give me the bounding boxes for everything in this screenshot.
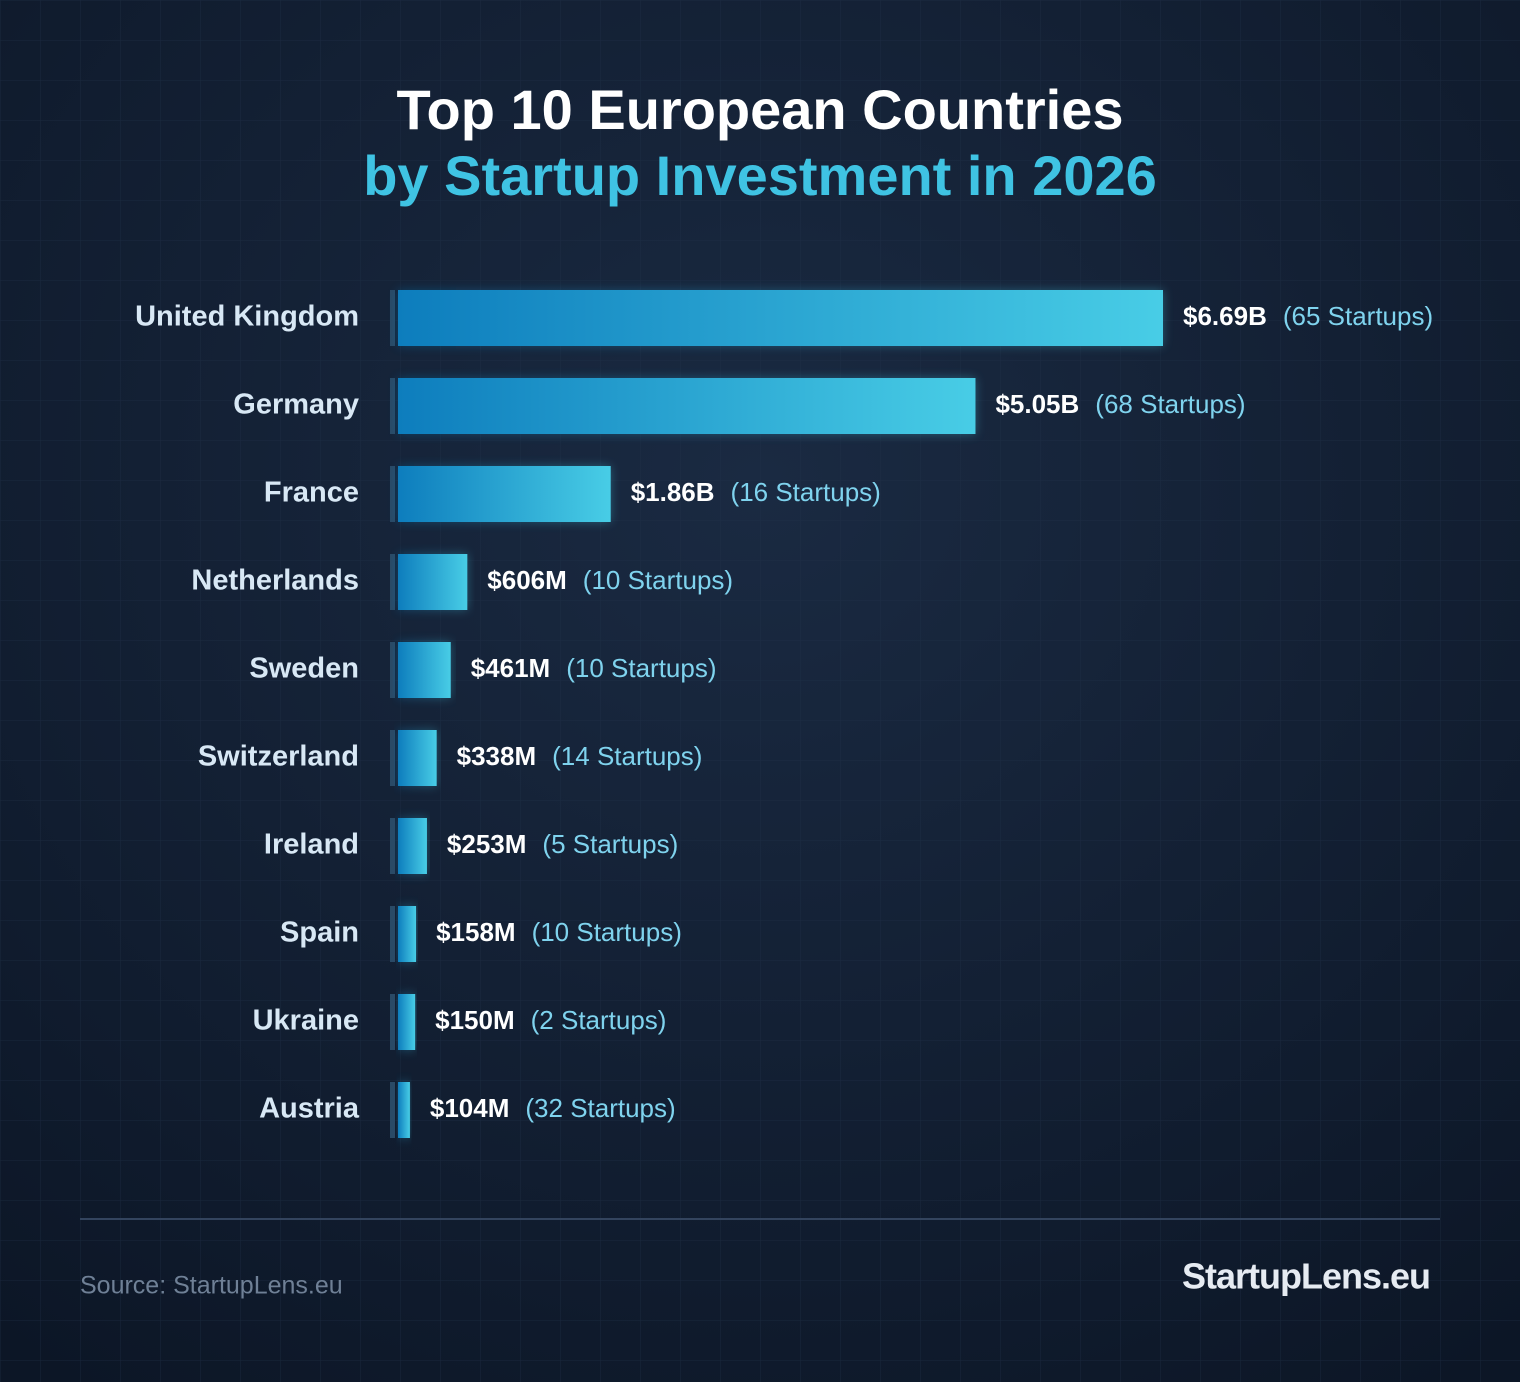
startup-count-label: (10 Startups) [566, 653, 716, 683]
startup-count-label: (68 Startups) [1095, 389, 1245, 419]
y-tick-label: Ireland [264, 829, 359, 861]
y-tick-label: Germany [233, 389, 359, 421]
bar-base [390, 378, 395, 434]
startup-count-label: (14 Startups) [552, 741, 702, 771]
y-tick-label: Ukraine [253, 1005, 359, 1037]
bar-base [390, 466, 395, 522]
value-label: $150M [435, 1005, 515, 1035]
bar [398, 818, 427, 874]
value-label: $104M [430, 1093, 510, 1123]
chart-subtitle: by Startup Investment in 2026 [363, 144, 1157, 207]
y-tick-label: Netherlands [191, 565, 359, 597]
y-tick-label: Sweden [249, 653, 359, 685]
bar [398, 994, 416, 1050]
bar [398, 378, 976, 434]
startup-count-label: (10 Startups) [532, 917, 682, 947]
bar [398, 906, 417, 962]
bar-base [390, 1082, 395, 1138]
brand-logo: StartupLens.eu [1182, 1256, 1430, 1297]
startup-count-label: (32 Startups) [525, 1093, 675, 1123]
bar [398, 290, 1163, 346]
bar-base [390, 290, 395, 346]
value-label: $158M [436, 917, 516, 947]
startup-count-label: (16 Startups) [731, 477, 881, 507]
startup-count-label: (10 Startups) [583, 565, 733, 595]
startup-count-label: (2 Startups) [531, 1005, 667, 1035]
y-tick-label: Austria [259, 1093, 360, 1125]
bar-base [390, 994, 395, 1050]
bar-base [390, 554, 395, 610]
y-tick-label: United Kingdom [135, 301, 359, 333]
bar-base [390, 642, 395, 698]
y-tick-label: Spain [280, 917, 359, 949]
value-label: $338M [457, 741, 537, 771]
bar [398, 642, 451, 698]
startup-count-label: (65 Startups) [1283, 301, 1433, 331]
bar [398, 730, 437, 786]
source-note: Source: StartupLens.eu [80, 1272, 343, 1300]
y-tick-label: France [264, 477, 359, 509]
startup-count-label: (5 Startups) [542, 829, 678, 859]
bar [398, 1082, 410, 1138]
value-label: $461M [471, 653, 550, 683]
value-label: $606M [487, 565, 567, 595]
bar-base [390, 906, 395, 962]
bar-base [390, 730, 395, 786]
value-label: $6.69B [1183, 301, 1267, 331]
bars: United Kingdom $6.69B (65 Startups) Germany… [135, 290, 1433, 1138]
bar [398, 554, 468, 610]
bar [398, 466, 611, 522]
chart-title: Top 10 European Countries [396, 78, 1123, 141]
value-label: $5.05B [995, 389, 1079, 419]
y-tick-label: Switzerland [198, 741, 359, 773]
value-label: $1.86B [631, 477, 715, 507]
value-label: $253M [447, 829, 527, 859]
bar-base [390, 818, 395, 874]
